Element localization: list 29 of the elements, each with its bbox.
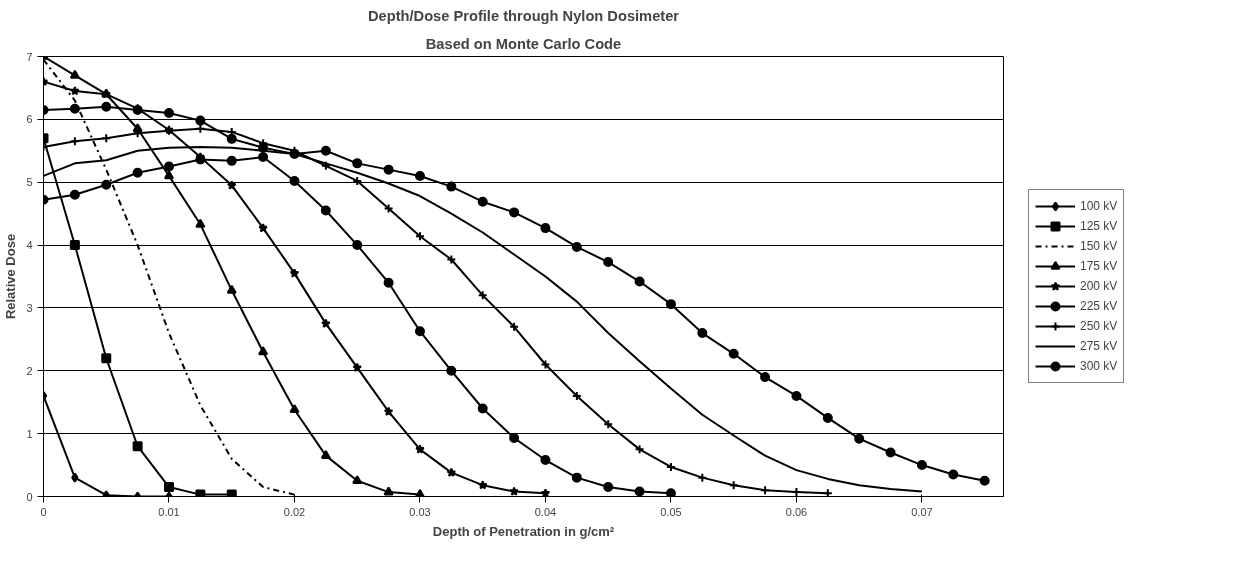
y-tick-label: 0 (26, 490, 33, 503)
y-tick-label: 5 (26, 176, 33, 189)
legend-label: 225 kV (1080, 298, 1118, 313)
x-tick-label: 0.04 (534, 505, 557, 518)
y-tick-label: 1 (26, 427, 33, 440)
chart-title: Depth/Dose Profile through Nylon Dosimeter (367, 7, 680, 24)
x-axis-title: Depth of Penetration in g/cm² (432, 523, 615, 539)
legend-label: 175 kV (1080, 258, 1118, 273)
legend-label: 250 kV (1080, 318, 1118, 333)
x-tick-label: 0.02 (283, 505, 306, 518)
x-tick-label: 0 (40, 505, 47, 518)
y-tick-label: 3 (26, 301, 33, 314)
legend-label: 100 kV (1080, 198, 1118, 213)
x-tick-label: 0.06 (785, 505, 808, 518)
y-axis-title: Relative Dose (3, 233, 19, 320)
chart-subtitle: Based on Monte Carlo Code (425, 35, 622, 52)
legend-label: 200 kV (1080, 278, 1118, 293)
y-tick-label: 6 (26, 113, 33, 126)
legend-label: 125 kV (1080, 218, 1118, 233)
legend-label: 150 kV (1080, 238, 1118, 253)
legend-label: 275 kV (1080, 338, 1118, 353)
x-tick-label: 0.07 (911, 505, 933, 518)
x-tick-label: 0.01 (158, 505, 180, 518)
y-tick-label: 4 (26, 239, 33, 252)
x-tick-label: 0.05 (660, 505, 682, 518)
y-tick-label: 2 (26, 364, 33, 377)
x-tick-label: 0.03 (409, 505, 431, 518)
legend-label: 300 kV (1080, 358, 1118, 373)
y-tick-label: 7 (26, 50, 33, 63)
